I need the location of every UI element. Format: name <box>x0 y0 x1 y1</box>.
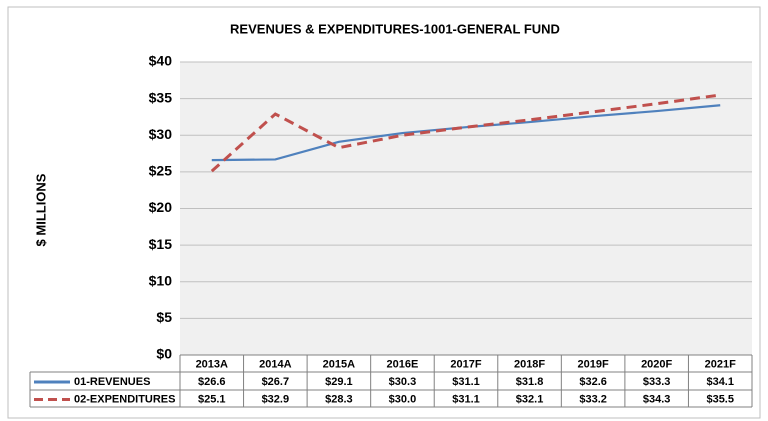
y-tick-label: $5 <box>156 309 172 325</box>
table-value: $31.1 <box>452 376 480 388</box>
table-value: $34.1 <box>706 376 734 388</box>
table-value: $31.1 <box>452 393 480 405</box>
x-tick-label: 2019F <box>578 358 609 370</box>
y-tick-label: $0 <box>156 346 172 362</box>
y-axis-label: $ MILLIONS <box>33 173 48 246</box>
table-value: $33.3 <box>643 376 671 388</box>
x-tick-label: 2015A <box>323 358 355 370</box>
y-tick-label: $40 <box>149 53 173 69</box>
series-line <box>210 93 721 173</box>
table-value: $30.0 <box>389 393 417 405</box>
x-tick-label: 2016E <box>387 358 419 370</box>
table-value: $34.3 <box>643 393 671 405</box>
table-value: $32.9 <box>262 393 290 405</box>
table-value: $35.5 <box>706 393 734 405</box>
table-value: $33.2 <box>579 393 607 405</box>
table-value: $30.3 <box>389 376 417 388</box>
table-value: $32.1 <box>516 393 544 405</box>
legend-label: 02-EXPENDITURES <box>74 393 175 405</box>
x-tick-label: 2021F <box>705 358 736 370</box>
x-tick-label: 2013A <box>196 358 228 370</box>
table-value: $32.6 <box>579 376 607 388</box>
x-tick-label: 2017F <box>450 358 481 370</box>
series-line <box>211 104 721 162</box>
y-tick-label: $25 <box>149 163 173 179</box>
table-value: $28.3 <box>325 393 353 405</box>
y-tick-label: $20 <box>149 199 173 215</box>
table-value: $26.6 <box>198 376 226 388</box>
x-tick-label: 2014A <box>259 358 291 370</box>
legend-label: 01-REVENUES <box>74 376 150 388</box>
x-tick-label: 2020F <box>641 358 672 370</box>
table-value: $25.1 <box>198 393 226 405</box>
y-tick-label: $10 <box>149 272 173 288</box>
x-tick-label: 2018F <box>514 358 545 370</box>
y-tick-label: $30 <box>149 126 173 142</box>
y-tick-label: $35 <box>149 89 173 105</box>
chart-title: REVENUES & EXPENDITURES-1001-GENERAL FUN… <box>230 21 560 36</box>
y-tick-label: $15 <box>149 236 173 252</box>
table-value: $31.8 <box>516 376 544 388</box>
table-value: $29.1 <box>325 376 353 388</box>
table-value: $26.7 <box>262 376 290 388</box>
